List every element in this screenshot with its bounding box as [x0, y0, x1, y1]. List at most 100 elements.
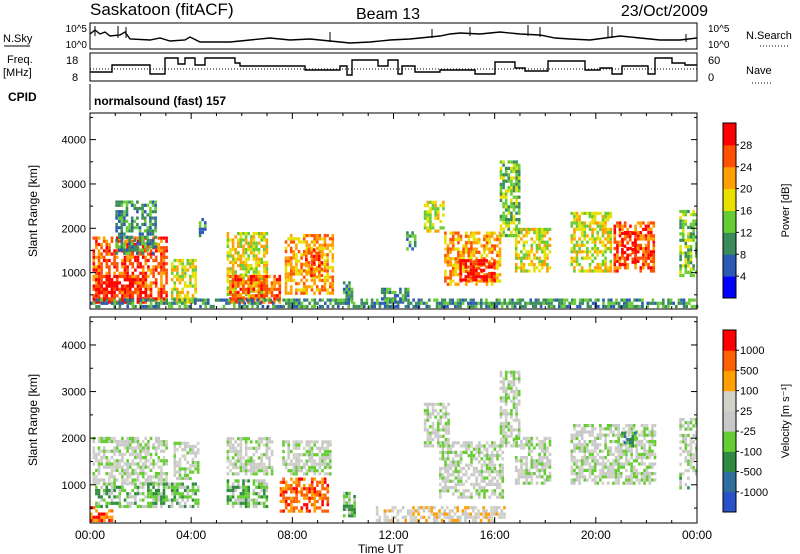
velocity-ytick-label-1: 2000 — [62, 433, 86, 445]
power-ytick-label-1: 2000 — [62, 223, 86, 235]
time-tick-label-2: 08:00 — [277, 528, 307, 542]
beam-title: Beam 13 — [356, 6, 420, 23]
noise-tick-left-bottom: 10^0 — [66, 40, 88, 51]
velocity-colorbar-seg-7 — [723, 350, 736, 371]
power-region-19 — [621, 231, 637, 264]
velocity-colorbar-seg-8 — [723, 330, 736, 351]
power-panel: 1000 2000 3000 4000 Slant Range [km] 4 8 12 16 20… — [26, 112, 792, 310]
power-region-8 — [305, 248, 324, 278]
velocity-colorbar-tick-0: 1000 — [740, 345, 764, 357]
velocity-colorbar-tick-7: -1000 — [740, 487, 768, 499]
velocity-region-15 — [570, 424, 657, 485]
velocity-colorbar-tick-5: -100 — [740, 446, 762, 458]
power-colorbar-seg-2 — [723, 232, 736, 255]
velocity-colorbar-tick-6: -500 — [740, 467, 762, 479]
velocity-pixels — [90, 370, 698, 523]
freq-unit-label: [MHz] — [3, 67, 32, 79]
velocity-region-8 — [282, 440, 332, 476]
power-colorbar-seg-5 — [723, 166, 736, 190]
velocity-colorbar-seg-5 — [723, 390, 736, 412]
noise-sky-trace — [89, 29, 698, 44]
power-region-14 — [459, 259, 496, 282]
time-tick-label-5: 20:00 — [581, 528, 611, 542]
velocity-colorbar-seg-6 — [723, 370, 736, 392]
velocity-colorbar-tick-3: 25 — [740, 406, 752, 418]
power-colorbar: 4 8 12 16 20 24 28 Power [dB] — [722, 122, 792, 299]
power-colorbar-seg-3 — [723, 210, 736, 233]
nsearch-label: N.Search — [746, 30, 792, 42]
velocity-region-6 — [226, 479, 269, 509]
velocity-colorbar-tick-2: 100 — [740, 386, 758, 398]
velocity-region-17 — [679, 417, 698, 476]
date-title: 23/Oct/2009 — [621, 3, 708, 20]
velocity-region-9 — [342, 491, 356, 518]
cpid-label: CPID — [8, 90, 37, 104]
velocity-colorbar-tick-4: -25 — [740, 426, 756, 438]
velocity-colorbar: 1000 500 100 25 -25 -100 -500 -1000 Velocity [m … — [722, 329, 792, 513]
power-colorbar-seg-6 — [723, 144, 736, 168]
velocity-region-7 — [279, 477, 330, 513]
velocity-colorbar-title: Velocity [m s⁻¹] — [780, 384, 792, 458]
velocity-colorbar-seg-0 — [723, 491, 736, 513]
nave-tick-top: 60 — [708, 55, 720, 67]
power-colorbar-tick-6: 28 — [740, 140, 752, 152]
power-colorbar-tick-0: 4 — [740, 271, 746, 283]
power-region-4 — [198, 218, 207, 238]
power-colorbar-tick-1: 8 — [740, 249, 746, 261]
power-colorbar-title: Power [dB] — [780, 184, 792, 238]
power-ytick-label-0: 1000 — [62, 268, 86, 280]
time-tick-label-0: 00:00 — [75, 528, 105, 542]
noise-strip-frame — [89, 22, 698, 50]
velocity-region-13 — [499, 370, 521, 448]
power-ylabel: Slant Range [km] — [26, 165, 40, 257]
velocity-colorbar-seg-2 — [723, 451, 736, 473]
time-tick-label-6: 00:00 — [682, 528, 712, 542]
freq-label: Freq. — [7, 54, 33, 66]
power-colorbar-seg-0 — [723, 276, 736, 299]
velocity-region-14 — [514, 436, 552, 485]
velocity-region-16 — [621, 431, 637, 448]
power-colorbar-tick-2: 12 — [740, 227, 752, 239]
frequency-trace — [90, 57, 697, 76]
power-region-2 — [115, 200, 157, 255]
velocity-colorbar-seg-3 — [723, 431, 736, 452]
velocity-region-10 — [375, 506, 506, 523]
power-ytick-label-2: 3000 — [62, 179, 86, 191]
velocity-colorbar-tick-1: 500 — [740, 365, 758, 377]
velocity-ytick-label-0: 1000 — [62, 480, 86, 492]
freq-strip-frame — [89, 52, 698, 82]
power-region-12 — [423, 200, 445, 233]
time-axis-label: Time UT — [358, 542, 404, 554]
power-colorbar-tick-5: 24 — [740, 162, 752, 174]
noise-tick-right-top: 10^5 — [708, 24, 730, 35]
power-colorbar-seg-4 — [723, 188, 736, 211]
power-colorbar-seg-7 — [723, 123, 736, 146]
power-region-13 — [444, 231, 502, 286]
velocity-region-2 — [90, 506, 114, 523]
nsky-label: N.Sky — [3, 33, 33, 45]
noise-tick-left-top: 10^5 — [66, 24, 88, 35]
power-colorbar-tick-4: 20 — [740, 184, 752, 196]
time-tick-label-3: 12:00 — [378, 528, 408, 542]
power-region-16 — [514, 227, 552, 273]
power-region-15 — [499, 160, 521, 238]
time-tick-label-4: 16:00 — [480, 528, 510, 542]
velocity-ytick-label-3: 4000 — [62, 340, 86, 352]
power-region-3 — [170, 258, 197, 304]
power-colorbar-tick-3: 16 — [740, 206, 752, 218]
freq-tick-top: 18 — [66, 55, 78, 67]
time-axis: 00:00 04:00 08:00 12:00 16:00 20:00 00:00 — [75, 528, 712, 542]
velocity-ylabel: Slant Range [km] — [26, 374, 40, 466]
velocity-region-12 — [423, 402, 450, 448]
velocity-colorbar-seg-4 — [723, 410, 736, 432]
power-colorbar-seg-1 — [723, 254, 736, 277]
power-region-11 — [406, 231, 417, 251]
power-ytick-label-3: 4000 — [62, 135, 86, 147]
freq-tick-bottom: 8 — [72, 72, 78, 84]
velocity-region-1 — [95, 482, 171, 509]
velocity-region-5 — [226, 437, 274, 476]
velocity-region-4 — [173, 441, 200, 481]
cpid-value: normalsound (fast) 157 — [94, 94, 226, 108]
